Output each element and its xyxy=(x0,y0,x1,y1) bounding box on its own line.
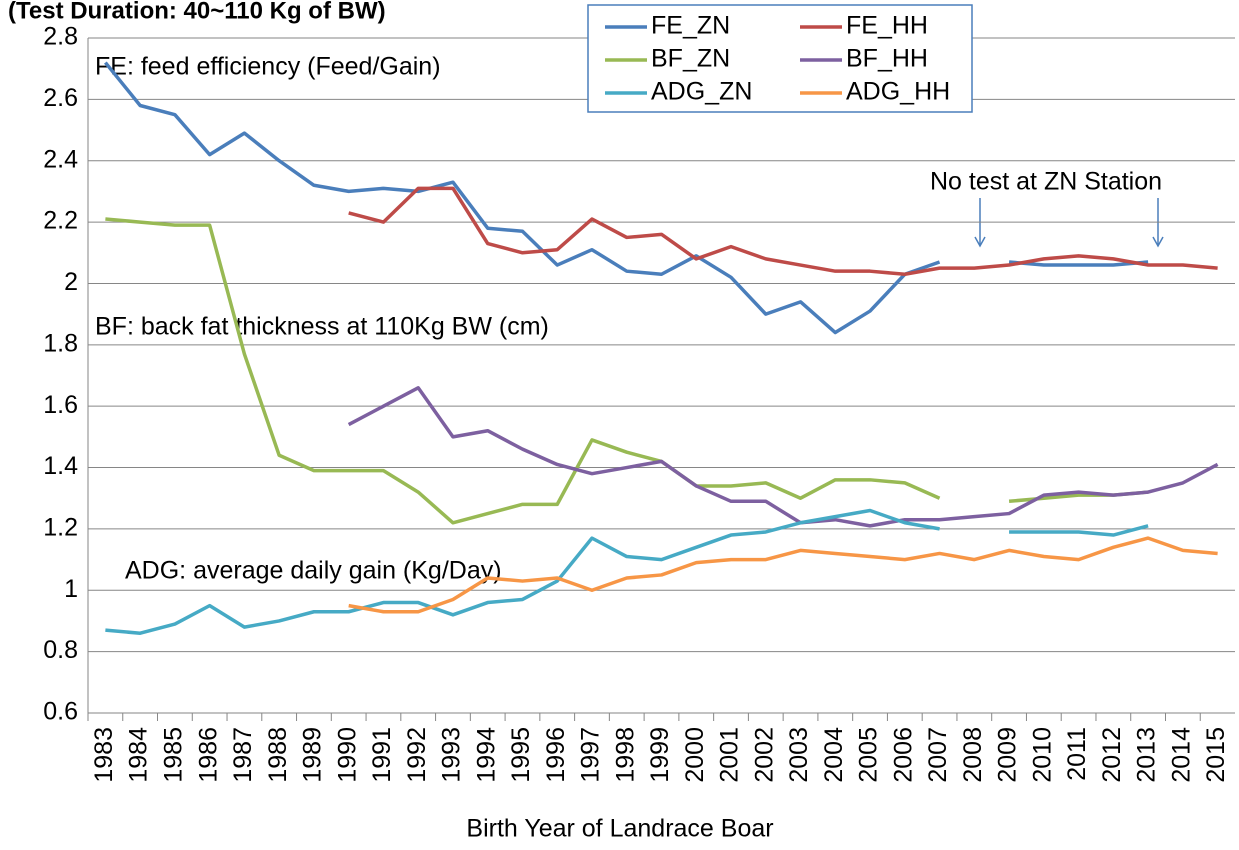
series-line xyxy=(348,186,1218,276)
x-tick-label: 1991 xyxy=(368,727,396,783)
lines xyxy=(104,61,1219,635)
y-tick-label: 1.4 xyxy=(43,452,78,480)
legend-box xyxy=(587,4,973,113)
x-tick-label: 2004 xyxy=(820,727,848,783)
x-tick-label: 2007 xyxy=(924,727,952,783)
x-tick-label: 1993 xyxy=(438,727,466,783)
x-tick-label: 2010 xyxy=(1028,727,1056,783)
y-tick-label: 2 xyxy=(64,268,78,296)
x-tick-label: 1996 xyxy=(542,727,570,783)
y-tick-label: 1.6 xyxy=(43,391,78,419)
x-tick-label: 2002 xyxy=(750,727,778,783)
series-line xyxy=(105,508,1149,635)
x-tick-label: 1983 xyxy=(90,727,118,783)
x-tick-label: 1992 xyxy=(403,727,431,783)
x-tick-label: 2003 xyxy=(785,727,813,783)
x-tick-label: 1985 xyxy=(160,727,188,783)
x-tick-label: 1989 xyxy=(299,727,327,783)
x-tick-label: 1990 xyxy=(333,727,361,783)
x-tick-label: 2000 xyxy=(681,727,709,783)
x-tick-label: 1998 xyxy=(611,727,639,783)
y-tick-label: 2.4 xyxy=(43,145,78,173)
y-tick-label: 1 xyxy=(64,575,78,603)
annotation: FE: feed efficiency (Feed/Gain) xyxy=(95,53,441,81)
annotation: No test at ZN Station xyxy=(930,168,1162,196)
annotation: BF: back fat thickness at 110Kg BW (cm) xyxy=(95,313,549,341)
legend-label: FE_ZN xyxy=(651,12,730,40)
x-tick-label: 1999 xyxy=(646,727,674,783)
y-tick-label: 2.8 xyxy=(43,23,78,51)
x-tick-label: 2009 xyxy=(994,727,1022,783)
legend-label: FE_HH xyxy=(846,12,928,40)
x-tick-label: 2012 xyxy=(1098,727,1126,783)
legend-label: ADG_ZN xyxy=(651,78,752,106)
y-tick-label: 0.8 xyxy=(43,636,78,664)
x-axis-label: Birth Year of Landrace Boar xyxy=(466,815,773,843)
series-line xyxy=(105,217,1149,525)
x-tick-label: 2013 xyxy=(1133,727,1161,783)
y-tick-label: 1.8 xyxy=(43,329,78,357)
y-tick-label: 2.2 xyxy=(43,207,78,235)
arrow-head xyxy=(1152,236,1164,248)
x-tick-label: 2005 xyxy=(855,727,883,783)
x-tick-label: 1984 xyxy=(125,727,153,783)
series-line xyxy=(104,61,1149,335)
annotation: ADG: average daily gain (Kg/Day) xyxy=(125,557,502,585)
x-tick-label: 1987 xyxy=(229,727,257,783)
x-tick-label: 1997 xyxy=(577,727,605,783)
legend: FE_ZN FE_HH BF_ZN BF_HH ADG_ZN ADG_HH xyxy=(605,12,950,106)
x-tick-label: 2008 xyxy=(959,727,987,783)
x-tick-label: 1994 xyxy=(472,727,500,783)
y-tick-label: 0.6 xyxy=(43,698,78,726)
legend-label: BF_ZN xyxy=(651,45,730,73)
series-line xyxy=(348,536,1218,614)
grid: 0.6 0.8 1 1.2 1.4 1.6 1.8 2 2.2 2.4 2.6 2.8 1983 1984… xyxy=(43,23,1235,783)
series-line xyxy=(347,386,1219,528)
y-tick-label: 1.2 xyxy=(43,514,78,542)
chart-title: (Test Duration: 40~110 Kg of BW) xyxy=(8,0,386,24)
x-tick-label: 2011 xyxy=(1063,727,1091,781)
x-tick-label: 1986 xyxy=(194,727,222,783)
x-tick-label: 1995 xyxy=(507,727,535,783)
x-tick-label: 2001 xyxy=(716,727,744,783)
arrows xyxy=(974,198,1164,248)
legend-label: ADG_HH xyxy=(846,78,950,106)
y-tick-label: 2.6 xyxy=(43,84,78,112)
arrow-head xyxy=(974,236,986,248)
x-tick-label: 2015 xyxy=(1202,727,1230,783)
x-tick-label: 2006 xyxy=(889,727,917,783)
x-tick-label: 2014 xyxy=(1167,727,1195,783)
x-tick-label: 1988 xyxy=(264,727,292,783)
legend-label: BF_HH xyxy=(846,45,928,73)
